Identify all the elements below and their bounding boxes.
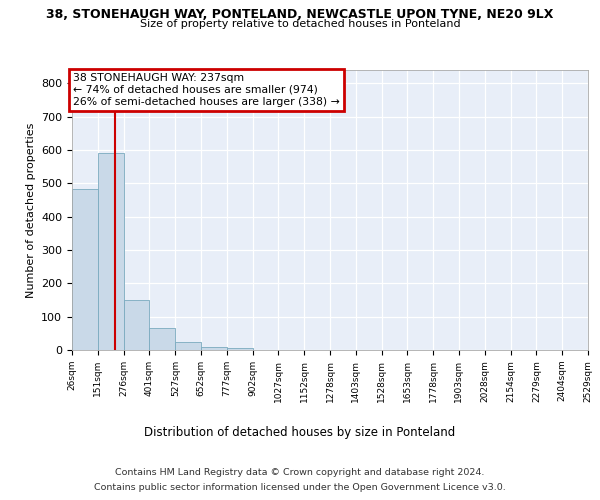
Bar	[227, 348, 253, 350]
Bar	[72, 189, 98, 350]
Bar	[124, 300, 149, 350]
Text: Contains HM Land Registry data © Crown copyright and database right 2024.: Contains HM Land Registry data © Crown c…	[115, 468, 485, 477]
Y-axis label: Number of detached properties: Number of detached properties	[26, 122, 35, 298]
Text: Contains public sector information licensed under the Open Government Licence v3: Contains public sector information licen…	[94, 483, 506, 492]
Text: 38, STONEHAUGH WAY, PONTELAND, NEWCASTLE UPON TYNE, NE20 9LX: 38, STONEHAUGH WAY, PONTELAND, NEWCASTLE…	[46, 8, 554, 20]
Text: 38 STONEHAUGH WAY: 237sqm
← 74% of detached houses are smaller (974)
26% of semi: 38 STONEHAUGH WAY: 237sqm ← 74% of detac…	[73, 74, 340, 106]
Text: Size of property relative to detached houses in Ponteland: Size of property relative to detached ho…	[140, 19, 460, 29]
Text: Distribution of detached houses by size in Ponteland: Distribution of detached houses by size …	[145, 426, 455, 439]
Bar	[98, 153, 124, 350]
Bar	[201, 346, 227, 350]
Bar	[175, 342, 201, 350]
Bar	[149, 328, 175, 350]
